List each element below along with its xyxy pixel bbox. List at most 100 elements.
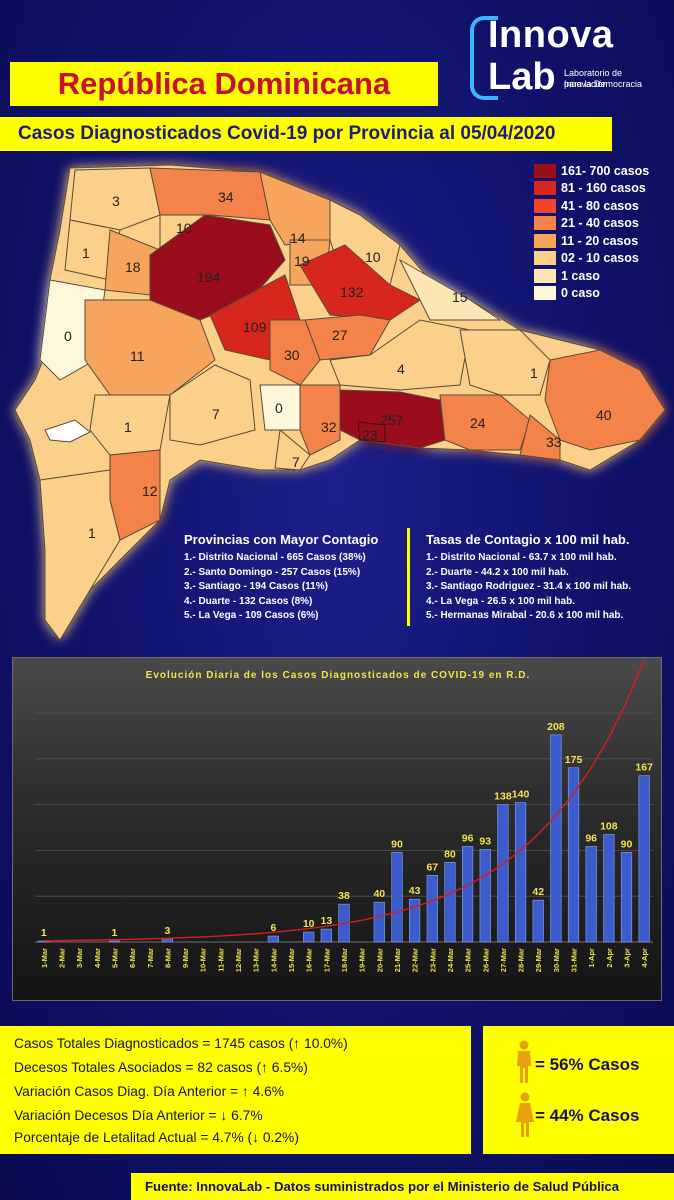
chart-tick-label: 13-Mar (252, 948, 261, 972)
chart-tick-label: 14-Mar (269, 948, 278, 972)
legend-label: 21 - 40 casos (561, 216, 639, 231)
contagion-ranking-item: 4.- Duarte - 132 Casos (8%) (184, 595, 313, 607)
contagion-ranking-item: 2.- Santo Domingo - 257 Casos (15%) (184, 566, 361, 578)
chart-tick-label: 5-Mar (110, 948, 119, 968)
chart-tick-label: 17-Mar (322, 948, 331, 972)
gender-panel: = 56% Casos = 44% Casos (483, 1026, 674, 1154)
map-label: 40 (596, 407, 612, 423)
map-label: 1 (124, 419, 132, 435)
map-label: 7 (292, 454, 300, 470)
stat-deaths-variation: Variación Decesos Día Anterior = ↓ 6.7% (14, 1108, 263, 1123)
province-distrito-nacional (357, 421, 386, 443)
chart-tick-label: 16-Mar (305, 948, 314, 972)
chart-bar (603, 834, 615, 943)
innovalab-logo: Innova Lab Laboratorio de Innovación par… (470, 12, 670, 104)
chart-tick-label: 3-Mar (75, 948, 84, 968)
map-label: 18 (125, 259, 141, 275)
chart-tick-label: 1-Apr (587, 948, 596, 968)
contagion-ranking: Provincias con Mayor Contagio 1.- Distri… (184, 532, 404, 624)
chart-bar (567, 767, 580, 943)
woman-icon (516, 1092, 534, 1137)
chart-bar (303, 931, 315, 943)
legend-item: 161- 700 casos (534, 162, 654, 180)
legend-label: 41 - 80 casos (561, 198, 639, 213)
chart-data-label: 90 (391, 838, 403, 850)
logo-word-innova: Innova (488, 14, 614, 56)
chart-bar (462, 846, 474, 943)
map-label: 24 (470, 415, 486, 431)
province-puerto-plata (149, 167, 271, 221)
province-monsenor-nouel (269, 319, 321, 386)
chart-bar (514, 802, 527, 943)
chart-bar (426, 874, 438, 943)
map-label: 7 (212, 406, 220, 422)
chart-data-label: 208 (547, 721, 565, 733)
chart-tick-label: 29-Mar (534, 948, 543, 972)
chart-tick-label: 10-Mar (199, 948, 208, 972)
map-label: 30 (284, 347, 300, 363)
map-label: 10 (365, 249, 381, 265)
map-label: 32 (321, 419, 337, 435)
map-legend: 161- 700 casos 81 - 160 casos 41 - 80 caso… (534, 162, 654, 302)
map-label: 257 (380, 412, 404, 428)
province-samana (398, 258, 502, 321)
province-la-romana (519, 414, 561, 461)
rates-ranking: Tasas de Contagio x 100 mil hab. 1.- Dis… (426, 532, 671, 624)
chart-data-label: 42 (532, 886, 544, 898)
chart-bar (444, 862, 456, 943)
legend-swatch (534, 233, 556, 248)
legend-item: 02 - 10 casos (534, 250, 654, 268)
chart-tick-label: 26-Mar (481, 948, 490, 972)
chart-data-label: 90 (621, 838, 633, 850)
chart-data-label: 3 (165, 925, 171, 937)
legend-label: 161- 700 casos (561, 163, 650, 178)
legend-label: 1 caso (561, 268, 600, 283)
chart-bar (620, 852, 633, 943)
chart-tick-label: 28-Mar (517, 948, 526, 972)
chart-tick-label: 11-Mar (216, 948, 225, 972)
chart-bar (638, 775, 650, 943)
legend-item: 0 caso (534, 285, 654, 303)
man-icon (517, 1040, 531, 1083)
province-map: 3 34 10 14 19 10 1 18 194 132 15 0 109 2… (14, 164, 666, 641)
province-pedernales (39, 469, 121, 641)
chart-tick-label: 9-Mar (181, 948, 190, 968)
province-san-cristobal (299, 384, 341, 456)
chart-tick-label: 15-Mar (287, 948, 296, 972)
map-label: 15 (452, 289, 468, 305)
chart-data-label: 80 (444, 848, 456, 860)
chart-tick-label: 2-Apr (605, 948, 614, 968)
chart-tick-label: 2-Mar (57, 948, 66, 968)
rates-ranking-item: 1.- Distrito Nacional - 63.7 x 100 mil h… (426, 552, 617, 563)
map-label: 34 (218, 189, 234, 205)
lake-enriquillo (44, 419, 91, 443)
chart-data-label: 93 (479, 835, 491, 847)
map-label: 1 (530, 365, 538, 381)
chart-bar (161, 938, 174, 943)
legend-label: 81 - 160 casos (561, 181, 646, 196)
chart-title: Evolución Diaria de los Casos Diagnostic… (145, 670, 531, 681)
map-label: 194 (197, 269, 221, 285)
rates-ranking-item: 2.- Duarte - 44.2 x 100 mil hab. (426, 566, 569, 578)
map-label: 14 (290, 230, 306, 246)
legend-item: 11 - 20 casos (534, 232, 654, 250)
chart-data-label: 38 (338, 890, 350, 902)
stat-total-cases: Casos Totales Diagnosticados = 1745 caso… (14, 1036, 348, 1051)
chart-tick-label: 12-Mar (234, 948, 243, 972)
chart-data-label: 6 (270, 922, 276, 934)
chart-bar (409, 898, 421, 943)
province-azua (169, 364, 256, 446)
chart-tick-label: 21-Mar (393, 948, 402, 972)
chart-data-label: 175 (565, 754, 583, 766)
legend-label: 11 - 20 casos (561, 233, 639, 248)
map-label: 10 (176, 220, 192, 236)
stat-cases-variation: Variación Casos Diag. Día Anterior = ↑ 4… (14, 1084, 285, 1099)
logo-tagline-1: Laboratorio de Innovación (564, 68, 623, 89)
map-labels: 3 34 10 14 19 10 1 18 194 132 15 0 109 2… (64, 189, 612, 541)
map-label: 0 (64, 328, 72, 344)
logo-word-lab: Lab (488, 56, 556, 98)
legend-item: 81 - 160 casos (534, 180, 654, 198)
chart-tick-label: 18-Mar (340, 948, 349, 972)
legend-item: 21 - 40 casos (534, 215, 654, 233)
